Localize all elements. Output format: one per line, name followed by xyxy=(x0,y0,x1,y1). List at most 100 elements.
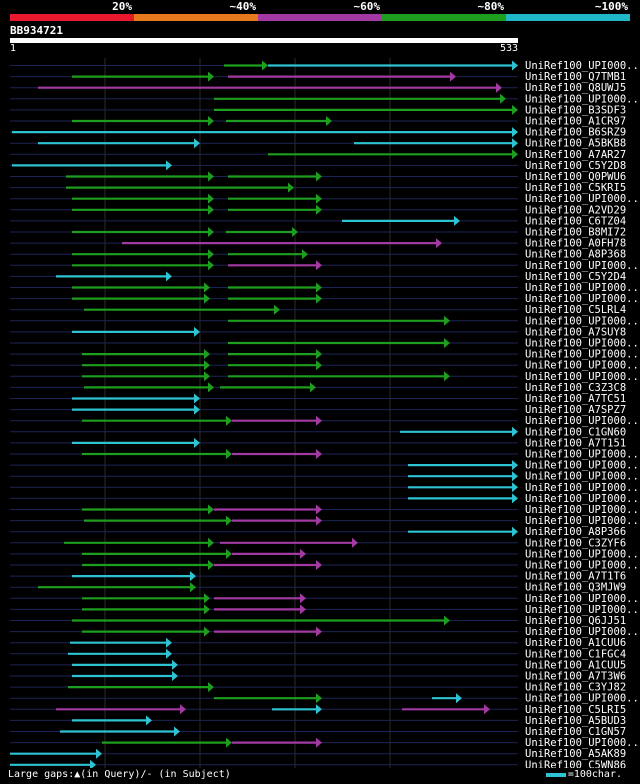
hit-label: UniRef100_UPI000.. xyxy=(525,282,639,294)
hit-arrow-icon xyxy=(194,138,200,149)
hit-arrow-icon xyxy=(204,593,210,604)
hit-label: UniRef100_A7SPZ7 xyxy=(525,404,626,416)
hit-label: UniRef100_UPI000.. xyxy=(525,626,639,638)
hit-arrow-icon xyxy=(208,504,214,515)
hit-label: UniRef100_UPI000.. xyxy=(525,693,639,705)
query-title: BB934721 xyxy=(10,24,63,37)
hit-arrow-icon xyxy=(316,260,322,271)
hit-arrow-icon xyxy=(226,737,232,748)
hit-arrow-icon xyxy=(316,349,322,360)
hit-arrow-icon xyxy=(172,659,178,670)
hit-label: UniRef100_A7T1T6 xyxy=(525,571,626,583)
hit-label: UniRef100_Q8UWJ5 xyxy=(525,82,626,94)
hit-arrow-icon xyxy=(316,704,322,715)
hit-arrow-icon xyxy=(146,715,152,726)
legend-segment xyxy=(258,14,382,21)
hit-label: UniRef100_C1FGC4 xyxy=(525,648,626,660)
hit-arrow-icon xyxy=(208,71,214,82)
hit-arrow-icon xyxy=(500,93,506,104)
hit-arrow-icon xyxy=(262,60,268,71)
hit-label: UniRef100_C5Y2D8 xyxy=(525,160,626,172)
hit-label: UniRef100_UPI000.. xyxy=(525,360,639,372)
hit-label: UniRef100_C5LRI5 xyxy=(525,704,626,716)
hit-label: UniRef100_UPI000.. xyxy=(525,449,639,461)
hit-arrow-icon xyxy=(316,171,322,182)
hit-arrow-icon xyxy=(512,460,518,471)
hit-arrow-icon xyxy=(288,182,294,193)
hit-arrow-icon xyxy=(180,704,186,715)
hit-label: UniRef100_C5WN86 xyxy=(525,759,626,768)
hit-arrow-icon xyxy=(316,737,322,748)
footer: Large gaps:▲(in Query)/- (in Subject) =1… xyxy=(8,769,634,783)
scale-line-icon xyxy=(545,772,566,777)
hit-arrow-icon xyxy=(208,260,214,271)
hit-arrow-icon xyxy=(226,515,232,526)
query-sequence-bar xyxy=(10,38,518,43)
hit-label: UniRef100_Q7TMB1 xyxy=(525,71,626,83)
hit-arrow-icon xyxy=(204,626,210,637)
hit-arrow-icon xyxy=(512,149,518,160)
hit-arrow-icon xyxy=(90,759,96,768)
hit-arrow-icon xyxy=(316,515,322,526)
hit-arrow-icon xyxy=(316,693,322,704)
hit-arrow-icon xyxy=(484,704,490,715)
hit-arrow-icon xyxy=(300,548,306,559)
hit-label: UniRef100_UPI000.. xyxy=(525,349,639,361)
hits-graphic: UniRef100_UPI000..UniRef100_Q7TMB1UniRef… xyxy=(10,58,639,768)
gaps-legend: Large gaps:▲(in Query)/- (in Subject) xyxy=(8,769,231,780)
hit-arrow-icon xyxy=(208,382,214,393)
hit-arrow-icon xyxy=(512,471,518,482)
hit-label: UniRef100_UPI000.. xyxy=(525,504,639,516)
hit-arrow-icon xyxy=(300,604,306,615)
legend-segment xyxy=(382,14,506,21)
hit-arrow-icon xyxy=(166,271,172,282)
hit-arrow-icon xyxy=(174,726,180,737)
hit-label: UniRef100_UPI000.. xyxy=(525,548,639,560)
hit-arrow-icon xyxy=(316,204,322,215)
scale-text: =100char. xyxy=(567,769,622,780)
hit-arrow-icon xyxy=(204,360,210,371)
hit-arrow-icon xyxy=(204,349,210,360)
hit-arrow-icon xyxy=(190,582,196,593)
hit-label: UniRef100_A1CUU5 xyxy=(525,659,626,671)
hit-label: UniRef100_UPI000.. xyxy=(525,493,639,505)
hit-label: UniRef100_UPI000.. xyxy=(525,460,639,472)
hit-arrow-icon xyxy=(194,393,200,404)
hit-label: UniRef100_UPI000.. xyxy=(525,415,639,427)
hit-arrow-icon xyxy=(444,338,450,348)
hit-label: UniRef100_Q6JJ51 xyxy=(525,615,626,627)
hit-label: UniRef100_UPI000.. xyxy=(525,560,639,572)
hit-label: UniRef100_C5Y2D4 xyxy=(525,271,626,283)
hit-arrow-icon xyxy=(316,449,322,459)
hit-arrow-icon xyxy=(208,171,214,182)
query-ruler: 1 533 xyxy=(10,43,518,55)
hit-arrow-icon xyxy=(512,493,518,504)
hit-arrow-icon xyxy=(226,415,232,426)
hit-label: UniRef100_UPI000.. xyxy=(525,93,639,105)
hit-arrow-icon xyxy=(316,626,322,637)
hit-arrow-icon xyxy=(352,537,358,548)
hit-arrow-icon xyxy=(316,282,322,293)
hit-label: UniRef100_B8MI72 xyxy=(525,227,626,239)
hit-arrow-icon xyxy=(454,215,460,226)
legend-label: ~100% xyxy=(594,0,628,13)
hit-label: UniRef100_C3YJ82 xyxy=(525,682,626,694)
hit-label: UniRef100_UPI000.. xyxy=(525,293,639,305)
hit-arrow-icon xyxy=(496,82,502,93)
hit-label: UniRef100_UPI000.. xyxy=(525,315,639,327)
hit-label: UniRef100_UPI000.. xyxy=(525,471,639,483)
hit-label: UniRef100_A5BKB8 xyxy=(525,138,626,150)
hit-label: UniRef100_UPI000.. xyxy=(525,193,639,205)
hit-label: UniRef100_A2VD29 xyxy=(525,204,626,216)
legend-label: ~80% xyxy=(477,0,505,13)
hit-arrow-icon xyxy=(190,571,196,582)
hit-arrow-icon xyxy=(292,227,298,237)
hit-label: UniRef100_A5AK89 xyxy=(525,748,626,760)
hit-arrow-icon xyxy=(274,304,280,315)
hit-arrow-icon xyxy=(204,371,210,382)
hit-arrow-icon xyxy=(316,293,322,304)
hit-arrow-icon xyxy=(444,615,450,626)
hit-label: UniRef100_UPI000.. xyxy=(525,482,639,494)
scale-legend: =100char. xyxy=(545,769,622,780)
hit-arrow-icon xyxy=(208,682,214,693)
